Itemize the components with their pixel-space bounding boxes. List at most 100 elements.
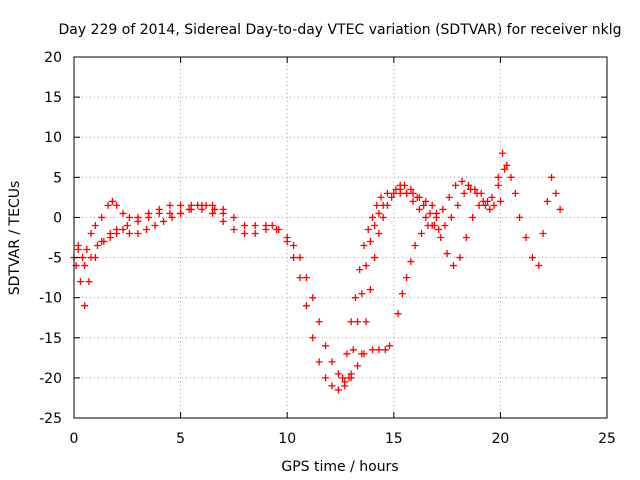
data-point-marker xyxy=(543,197,551,205)
data-point-marker xyxy=(198,205,206,213)
data-point-marker xyxy=(302,274,310,282)
data-point-marker xyxy=(373,201,381,209)
grid-lines xyxy=(74,57,607,418)
data-point-marker xyxy=(209,209,217,217)
data-point-marker xyxy=(177,201,185,209)
data-point-marker xyxy=(160,217,168,225)
x-axis-label: GPS time / hours xyxy=(281,459,398,475)
data-point-marker xyxy=(456,254,464,262)
data-point-marker xyxy=(473,189,481,197)
series-group xyxy=(74,201,227,270)
data-point-marker xyxy=(454,201,462,209)
data-point-marker xyxy=(435,225,443,233)
data-point-marker xyxy=(230,225,238,233)
data-point-marker xyxy=(415,205,423,213)
data-point-marker xyxy=(268,221,276,229)
data-point-marker xyxy=(371,221,379,229)
data-point-marker xyxy=(315,318,323,326)
data-point-marker xyxy=(464,181,472,189)
data-point-marker xyxy=(354,362,362,370)
data-point-marker xyxy=(422,213,430,221)
data-point-marker xyxy=(407,258,415,266)
data-point-marker xyxy=(443,250,451,258)
data-point-marker xyxy=(76,278,84,286)
data-point-marker xyxy=(364,225,372,233)
data-point-marker xyxy=(241,229,249,237)
data-point-marker xyxy=(283,238,291,246)
data-point-marker xyxy=(334,386,342,394)
data-point-marker xyxy=(360,242,368,250)
data-point-marker xyxy=(345,374,353,382)
data-point-marker xyxy=(125,213,133,221)
data-point-marker xyxy=(81,262,89,270)
data-point-marker xyxy=(302,302,310,310)
data-point-marker xyxy=(145,213,153,221)
data-point-marker xyxy=(351,294,359,302)
data-point-marker xyxy=(202,201,210,209)
data-point-marker xyxy=(106,234,114,241)
data-point-marker xyxy=(426,209,434,217)
data-point-marker xyxy=(81,302,89,310)
data-point-marker xyxy=(251,221,259,229)
data-point-marker xyxy=(358,350,366,358)
data-point-marker xyxy=(481,201,489,209)
data-point-marker xyxy=(368,346,376,354)
data-point-marker xyxy=(309,294,317,302)
data-point-marker xyxy=(447,213,455,221)
data-point-marker xyxy=(113,201,121,209)
data-point-marker xyxy=(87,229,95,237)
data-point-marker xyxy=(460,189,468,197)
data-point-marker xyxy=(458,177,466,185)
data-point-marker xyxy=(119,209,127,217)
data-point-marker xyxy=(194,201,202,209)
data-point-marker xyxy=(516,213,524,221)
data-point-marker xyxy=(469,213,477,221)
data-point-marker xyxy=(535,262,543,270)
data-point-marker xyxy=(418,229,426,237)
data-point-marker xyxy=(85,278,93,286)
data-point-marker xyxy=(411,242,419,250)
data-point-marker xyxy=(501,165,509,173)
data-point-marker xyxy=(100,238,108,246)
data-points xyxy=(70,149,564,394)
series-group xyxy=(494,149,564,270)
data-point-marker xyxy=(119,225,127,233)
data-point-marker xyxy=(356,266,364,274)
data-point-marker xyxy=(386,342,394,350)
data-point-marker xyxy=(262,225,270,233)
data-point-marker xyxy=(388,193,396,201)
x-tick-label: 10 xyxy=(278,431,296,447)
data-point-marker xyxy=(343,350,351,358)
data-point-marker xyxy=(479,197,487,205)
y-tick-label: 5 xyxy=(53,170,62,186)
data-point-marker xyxy=(93,242,101,250)
data-point-marker xyxy=(166,209,174,217)
data-point-marker xyxy=(296,254,304,262)
data-point-marker xyxy=(496,197,504,205)
data-point-marker xyxy=(87,254,95,262)
data-point-marker xyxy=(366,286,374,294)
x-tick-label: 0 xyxy=(70,431,79,447)
data-point-marker xyxy=(511,189,519,197)
data-point-marker xyxy=(375,209,383,217)
data-point-marker xyxy=(125,229,133,237)
data-point-marker xyxy=(251,229,259,237)
data-point-marker xyxy=(362,318,370,326)
data-point-marker xyxy=(241,221,249,229)
data-point-marker xyxy=(108,197,116,205)
data-point-marker xyxy=(494,181,502,189)
data-point-marker xyxy=(168,213,176,221)
data-point-marker xyxy=(409,197,417,205)
data-point-marker xyxy=(98,213,106,221)
data-point-marker xyxy=(341,382,349,390)
data-point-marker xyxy=(528,254,536,262)
data-point-marker xyxy=(396,185,404,193)
y-tick-label: 10 xyxy=(44,130,62,146)
data-point-marker xyxy=(420,201,428,209)
data-point-marker xyxy=(494,173,502,181)
data-point-marker xyxy=(354,318,362,326)
data-point-marker xyxy=(522,234,530,241)
data-point-marker xyxy=(151,221,159,229)
data-point-marker xyxy=(91,221,99,229)
